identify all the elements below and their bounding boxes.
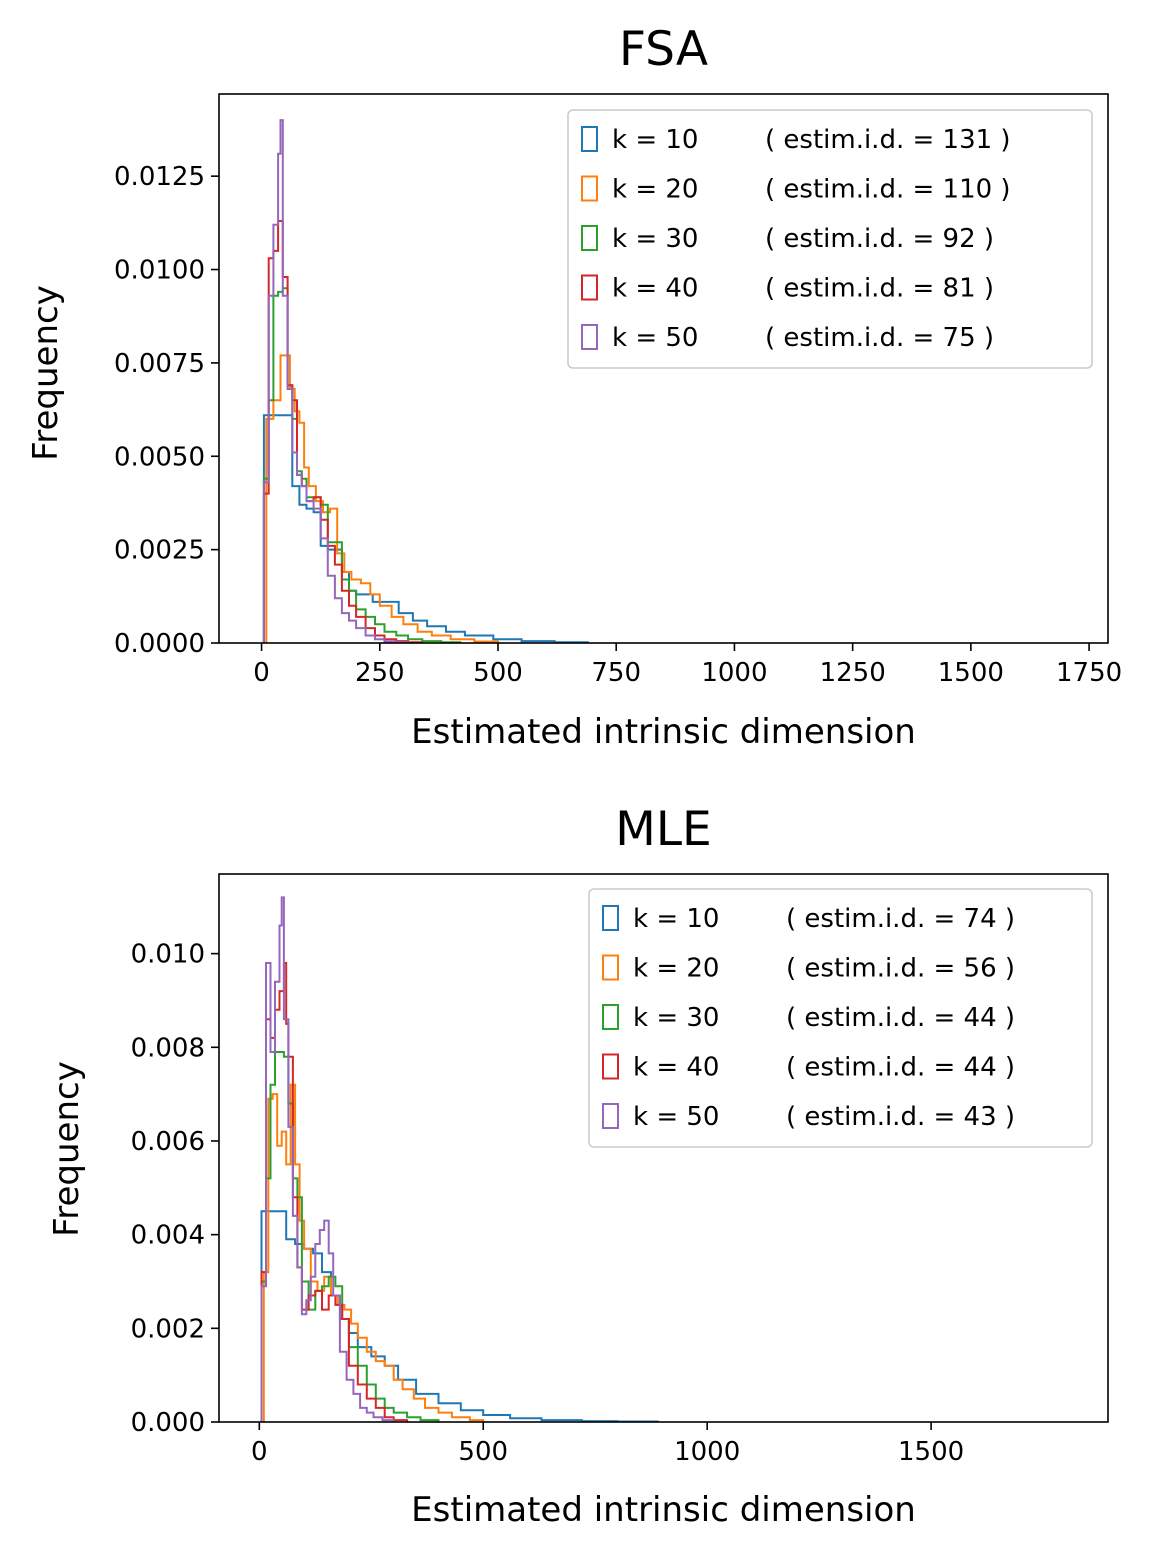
chart-mle-xtick-label: 1000 <box>674 1437 740 1467</box>
chart-mle-legend-swatch <box>602 954 619 981</box>
chart-mle-hist-k-20 <box>262 1083 485 1422</box>
chart-mle-legend-label: k = 50 <box>633 1102 719 1132</box>
chart-fsa-xtick-label: 0 <box>253 658 270 688</box>
chart-fsa-legend-swatch <box>581 324 598 350</box>
chart-mle-histograms <box>260 896 659 1423</box>
chart-fsa-hist-k-30 <box>262 287 462 644</box>
chart-fsa-legend-label: k = 40 <box>612 274 698 304</box>
chart-mle-legend-swatch <box>602 1103 619 1129</box>
chart-mle-legend-note: ( estim.i.d. = 74 ) <box>786 904 1015 934</box>
chart-fsa-ytick-label: 0.0075 <box>114 349 205 379</box>
chart-mle-hist-k-40 <box>260 962 409 1422</box>
chart-mle-legend-label: k = 20 <box>633 954 719 984</box>
chart-mle-ytick-label: 0.006 <box>131 1127 205 1157</box>
chart-mle-ytick-label: 0.000 <box>131 1408 205 1438</box>
chart-fsa-ytick-label: 0.0000 <box>114 629 205 659</box>
chart-mle-hist-k-50 <box>260 896 395 1422</box>
chart-mle-legend-note: ( estim.i.d. = 43 ) <box>786 1102 1015 1132</box>
chart-fsa-legend-swatch <box>581 175 598 202</box>
chart-mle-title: MLE <box>615 802 711 857</box>
chart-mle-legend-label: k = 30 <box>633 1003 719 1033</box>
chart-fsa-legend-label: k = 20 <box>612 175 698 205</box>
chart-fsa-hist-k-10 <box>262 414 589 644</box>
chart-mle: MLE Frequency Estimated intrinsic dimens… <box>47 802 1109 1530</box>
chart-fsa-title: FSA <box>619 22 708 77</box>
chart-mle-legend-swatch <box>602 1004 619 1030</box>
chart-fsa-legend-label: k = 10 <box>612 125 698 155</box>
chart-mle-legend-swatch <box>602 905 619 931</box>
chart-mle-legend-note: ( estim.i.d. = 44 ) <box>786 1003 1015 1033</box>
chart-mle-legend-swatch <box>602 1053 619 1080</box>
chart-fsa-ytick-label: 0.0025 <box>114 536 205 566</box>
chart-fsa-ytick-label: 0.0125 <box>114 162 205 192</box>
chart-mle-ytick-label: 0.004 <box>131 1221 205 1251</box>
chart-fsa-ytick-label: 0.0100 <box>114 256 205 286</box>
chart-fsa: FSA Frequency Estimated intrinsic dimens… <box>26 22 1122 752</box>
chart-mle-frame <box>218 873 1109 1423</box>
chart-fsa-xtick-label: 750 <box>591 658 641 688</box>
chart-fsa-legend-box <box>567 109 1093 369</box>
chart-mle-legend-label: k = 40 <box>633 1053 719 1083</box>
chart-fsa-ticks: 0 250 500 750 1000 1250 1500 1750 0.0000 0.0025 0.… <box>114 162 1122 688</box>
chart-fsa-legend-note: ( estim.i.d. = 92 ) <box>765 224 994 254</box>
chart-fsa-xtick-label: 250 <box>355 658 405 688</box>
chart-fsa-legend-swatch <box>581 225 598 251</box>
chart-fsa-legend-label: k = 30 <box>612 224 698 254</box>
chart-mle-legend-note: ( estim.i.d. = 44 ) <box>786 1053 1015 1083</box>
chart-fsa-xtick-label: 1000 <box>701 658 767 688</box>
chart-fsa-xtick-label: 500 <box>473 658 523 688</box>
chart-fsa-xtick-label: 1250 <box>820 658 886 688</box>
chart-mle-xtick-label: 0 <box>251 1437 268 1467</box>
chart-fsa-histograms <box>262 119 589 644</box>
chart-fsa-legend-swatch <box>581 274 598 301</box>
chart-fsa-xlabel: Estimated intrinsic dimension <box>411 712 916 752</box>
chart-mle-ytick-label: 0.008 <box>131 1033 205 1063</box>
chart-mle-ylabel: Frequency <box>47 1061 87 1237</box>
chart-fsa-legend-note: ( estim.i.d. = 110 ) <box>765 175 1011 205</box>
chart-fsa-legend-items: k = 10 ( estim.i.d. = 131 ) k = 20 ( estim.… <box>581 125 1011 353</box>
chart-mle-xtick-label: 1500 <box>898 1437 964 1467</box>
chart-mle-xlabel: Estimated intrinsic dimension <box>411 1490 916 1530</box>
chart-fsa-legend-label: k = 50 <box>612 323 698 353</box>
chart-mle-hist-k-10 <box>260 1210 659 1423</box>
chart-fsa-legend-note: ( estim.i.d. = 75 ) <box>765 323 994 353</box>
chart-fsa-frame <box>218 93 1109 644</box>
chart-fsa-hist-k-20 <box>265 354 499 643</box>
chart-fsa-xtick-label: 1750 <box>1056 658 1122 688</box>
chart-mle-legend-box <box>588 888 1093 1148</box>
chart-fsa-legend-note: ( estim.i.d. = 131 ) <box>765 125 1011 155</box>
chart-fsa-hist-k-50 <box>262 119 410 644</box>
chart-fsa-legend-note: ( estim.i.d. = 81 ) <box>765 274 994 304</box>
chart-fsa-ytick-label: 0.0050 <box>114 442 205 472</box>
chart-mle-xtick-label: 500 <box>458 1437 508 1467</box>
chart-fsa-xtick-label: 1500 <box>938 658 1004 688</box>
chart-mle-ticks: 0 500 1000 1500 0.000 0.002 0.004 0.006 0.008 0.0… <box>131 940 965 1467</box>
chart-fsa-ylabel: Frequency <box>26 285 66 461</box>
chart-mle-legend: k = 10 ( estim.i.d. = 74 ) k = 20 ( estim.i… <box>588 888 1093 1148</box>
chart-mle-legend-label: k = 10 <box>633 904 719 934</box>
chart-mle-legend-items: k = 10 ( estim.i.d. = 74 ) k = 20 ( estim.i… <box>602 904 1015 1132</box>
chart-mle-ytick-label: 0.010 <box>131 940 205 970</box>
chart-mle-legend-note: ( estim.i.d. = 56 ) <box>786 954 1015 984</box>
chart-fsa-legend: k = 10 ( estim.i.d. = 131 ) k = 20 ( estim.… <box>567 109 1093 369</box>
chart-fsa-legend-swatch <box>581 126 598 152</box>
chart-mle-ytick-label: 0.002 <box>131 1314 205 1344</box>
